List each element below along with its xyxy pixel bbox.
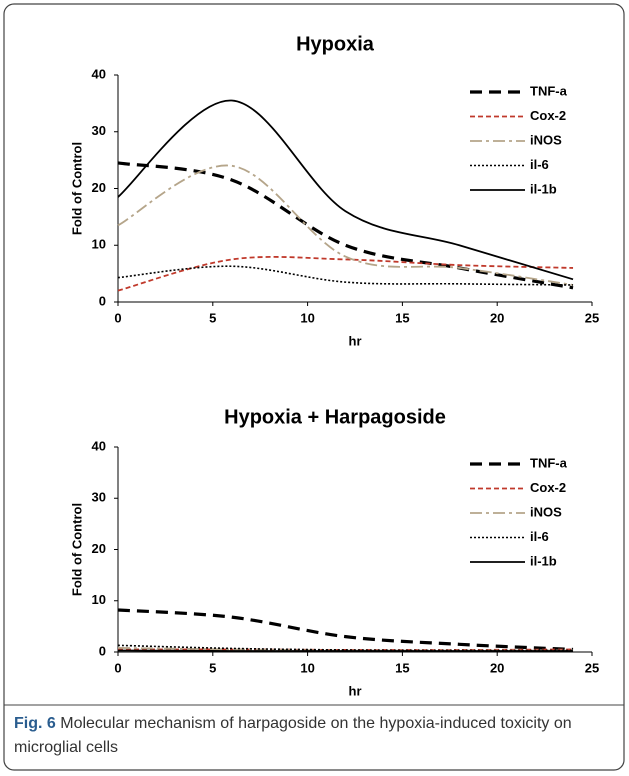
y-tick-label: 10 — [92, 237, 106, 252]
series-line — [117, 161, 574, 290]
x-tick-label: 25 — [585, 660, 599, 675]
x-tick-label: 15 — [395, 660, 409, 675]
x-tick-label: 25 — [585, 310, 599, 325]
series-line — [117, 649, 574, 652]
series-line — [117, 608, 574, 652]
chart-title: Hypoxia — [296, 33, 375, 55]
x-tick-label: 10 — [300, 660, 314, 675]
legend-label: il-1b — [530, 181, 557, 196]
legend-label: TNF-a — [530, 455, 568, 470]
series-line — [117, 265, 574, 286]
y-tick-label: 0 — [99, 293, 106, 308]
frame — [3, 3, 625, 771]
y-tick-label: 20 — [92, 541, 106, 556]
legend-label: il-6 — [530, 157, 549, 172]
x-tick-label: 5 — [209, 660, 216, 675]
y-tick-label: 30 — [92, 490, 106, 505]
y-axis-label: Fold of Control — [69, 142, 84, 235]
y-tick-label: 0 — [99, 643, 106, 658]
legend-label: iNOS — [530, 504, 562, 519]
series-line — [117, 164, 574, 286]
legend-label: Cox-2 — [530, 108, 566, 123]
y-tick-label: 40 — [92, 438, 106, 453]
caption-label: Fig. 6 — [14, 715, 56, 732]
y-tick-label: 40 — [92, 66, 106, 81]
x-tick-label: 0 — [114, 660, 121, 675]
x-tick-label: 20 — [490, 660, 504, 675]
x-axis-label: hr — [349, 683, 362, 698]
x-tick-label: 20 — [490, 310, 504, 325]
series-line — [117, 256, 574, 292]
x-tick-label: 0 — [114, 310, 121, 325]
y-axis-label: Fold of Control — [69, 503, 84, 596]
y-tick-label: 10 — [92, 592, 106, 607]
legend-label: il-1b — [530, 553, 557, 568]
chart-title: Hypoxia + Harpagoside — [224, 406, 446, 428]
x-axis-label: hr — [349, 333, 362, 348]
legend-label: Cox-2 — [530, 480, 566, 495]
legend-label: il-6 — [530, 529, 549, 544]
x-tick-label: 15 — [395, 310, 409, 325]
legend-label: iNOS — [530, 132, 562, 147]
caption: Fig. 6 Molecular mechanism of harpagosid… — [14, 712, 614, 760]
caption-text: Molecular mechanism of harpagoside on th… — [14, 715, 572, 756]
legend-label: TNF-a — [530, 83, 568, 98]
x-tick-label: 10 — [300, 310, 314, 325]
y-tick-label: 30 — [92, 123, 106, 138]
series-line — [117, 99, 574, 281]
x-tick-label: 5 — [209, 310, 216, 325]
y-tick-label: 20 — [92, 180, 106, 195]
